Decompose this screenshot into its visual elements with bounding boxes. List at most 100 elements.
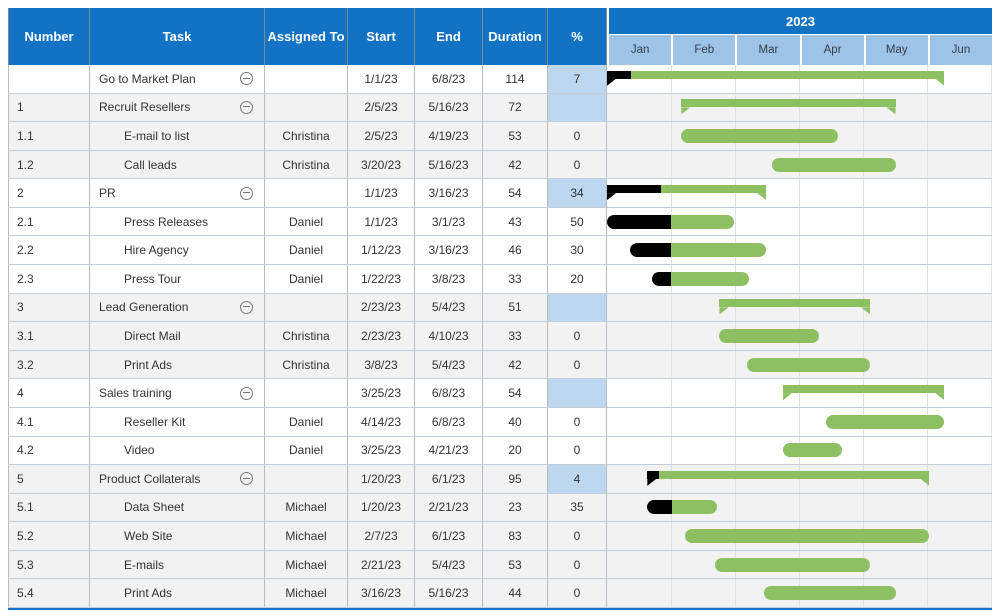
duration-cell[interactable]: 83 — [483, 522, 548, 550]
start-date-cell[interactable]: 1/20/23 — [348, 465, 415, 493]
percent-complete-cell[interactable]: 0 — [548, 436, 607, 465]
task-cell[interactable]: E-mails — [90, 550, 265, 579]
gantt-task-bar[interactable] — [685, 529, 930, 544]
end-date-cell[interactable]: 4/10/23 — [415, 322, 483, 350]
gantt-task-bar[interactable] — [825, 414, 945, 429]
gantt-summary-bar[interactable] — [607, 185, 767, 201]
collapse-minus-icon[interactable] — [240, 72, 253, 86]
assigned-to-cell[interactable]: Christina — [265, 322, 348, 350]
gantt-task-bar[interactable] — [607, 214, 735, 229]
percent-complete-cell[interactable]: 0 — [548, 350, 607, 379]
task-cell[interactable]: Press Tour — [90, 265, 265, 293]
number-cell[interactable]: 4.2 — [8, 436, 90, 465]
gantt-task-bar[interactable] — [630, 243, 767, 258]
start-date-cell[interactable]: 2/23/23 — [348, 293, 415, 322]
gantt-summary-bar[interactable] — [647, 470, 930, 486]
number-cell[interactable]: 2.2 — [8, 236, 90, 265]
percent-complete-cell[interactable]: 50 — [548, 207, 607, 236]
assigned-to-cell[interactable]: Christina — [265, 122, 348, 150]
assigned-to-cell[interactable] — [265, 465, 348, 493]
task-cell[interactable]: Go to Market Plan — [90, 65, 265, 93]
duration-cell[interactable]: 54 — [483, 379, 548, 407]
number-cell[interactable]: 5.4 — [8, 579, 90, 607]
percent-complete-cell[interactable]: 0 — [548, 322, 607, 350]
collapse-minus-icon[interactable] — [240, 386, 253, 400]
start-date-cell[interactable]: 1/20/23 — [348, 493, 415, 522]
number-cell[interactable]: 3.2 — [8, 350, 90, 379]
start-date-cell[interactable]: 2/5/23 — [348, 93, 415, 122]
assigned-to-cell[interactable] — [265, 379, 348, 407]
task-cell[interactable]: Reseller Kit — [90, 407, 265, 436]
percent-complete-cell[interactable] — [548, 93, 607, 122]
duration-cell[interactable]: 23 — [483, 493, 548, 522]
number-cell[interactable]: 3 — [8, 293, 90, 322]
end-date-cell[interactable]: 4/19/23 — [415, 122, 483, 150]
percent-complete-cell[interactable]: 4 — [548, 465, 607, 493]
percent-complete-cell[interactable] — [548, 379, 607, 407]
end-date-cell[interactable]: 4/21/23 — [415, 436, 483, 465]
percent-complete-cell[interactable]: 0 — [548, 407, 607, 436]
task-cell[interactable]: Direct Mail — [90, 322, 265, 350]
assigned-to-cell[interactable]: Daniel — [265, 236, 348, 265]
assigned-to-cell[interactable]: Christina — [265, 350, 348, 379]
start-date-cell[interactable]: 2/23/23 — [348, 322, 415, 350]
start-date-cell[interactable]: 1/1/23 — [348, 207, 415, 236]
start-date-cell[interactable]: 3/8/23 — [348, 350, 415, 379]
percent-complete-cell[interactable]: 30 — [548, 236, 607, 265]
percent-complete-cell[interactable]: 34 — [548, 179, 607, 207]
gantt-task-bar[interactable] — [651, 271, 750, 286]
duration-cell[interactable]: 114 — [483, 65, 548, 93]
start-date-cell[interactable]: 3/20/23 — [348, 150, 415, 179]
end-date-cell[interactable]: 6/8/23 — [415, 65, 483, 93]
gantt-task-bar[interactable] — [715, 557, 871, 572]
task-cell[interactable]: E-mail to list — [90, 122, 265, 150]
end-date-cell[interactable]: 6/8/23 — [415, 379, 483, 407]
percent-complete-cell[interactable]: 0 — [548, 550, 607, 579]
task-cell[interactable]: Print Ads — [90, 350, 265, 379]
number-cell[interactable]: 5.2 — [8, 522, 90, 550]
end-date-cell[interactable]: 5/16/23 — [415, 150, 483, 179]
assigned-to-cell[interactable] — [265, 65, 348, 93]
assigned-to-cell[interactable]: Michael — [265, 522, 348, 550]
start-date-cell[interactable]: 1/22/23 — [348, 265, 415, 293]
task-cell[interactable]: PR — [90, 179, 265, 207]
number-cell[interactable]: 2.3 — [8, 265, 90, 293]
duration-cell[interactable]: 33 — [483, 322, 548, 350]
collapse-minus-icon[interactable] — [240, 472, 253, 486]
number-cell[interactable]: 5.1 — [8, 493, 90, 522]
start-date-cell[interactable]: 2/21/23 — [348, 550, 415, 579]
assigned-to-cell[interactable] — [265, 293, 348, 322]
collapse-minus-icon[interactable] — [240, 186, 253, 200]
task-cell[interactable]: Video — [90, 436, 265, 465]
percent-complete-cell[interactable]: 0 — [548, 122, 607, 150]
duration-cell[interactable]: 46 — [483, 236, 548, 265]
duration-cell[interactable]: 53 — [483, 550, 548, 579]
number-cell[interactable]: 4 — [8, 379, 90, 407]
task-cell[interactable]: Sales training — [90, 379, 265, 407]
number-cell[interactable]: 1 — [8, 93, 90, 122]
percent-complete-cell[interactable]: 20 — [548, 265, 607, 293]
number-cell[interactable] — [8, 65, 90, 93]
task-cell[interactable]: Web Site — [90, 522, 265, 550]
end-date-cell[interactable]: 3/16/23 — [415, 179, 483, 207]
task-cell[interactable]: Data Sheet — [90, 493, 265, 522]
number-cell[interactable]: 5.3 — [8, 550, 90, 579]
gantt-task-bar[interactable] — [772, 157, 896, 172]
duration-cell[interactable]: 44 — [483, 579, 548, 607]
end-date-cell[interactable]: 3/16/23 — [415, 236, 483, 265]
number-cell[interactable]: 2 — [8, 179, 90, 207]
task-cell[interactable]: Product Collaterals — [90, 465, 265, 493]
collapse-minus-icon[interactable] — [240, 300, 253, 314]
duration-cell[interactable]: 42 — [483, 150, 548, 179]
percent-complete-cell[interactable]: 7 — [548, 65, 607, 93]
number-cell[interactable]: 1.2 — [8, 150, 90, 179]
duration-cell[interactable]: 20 — [483, 436, 548, 465]
end-date-cell[interactable]: 2/21/23 — [415, 493, 483, 522]
gantt-task-bar[interactable] — [747, 357, 871, 372]
percent-complete-cell[interactable]: 0 — [548, 150, 607, 179]
end-date-cell[interactable]: 5/16/23 — [415, 579, 483, 607]
task-cell[interactable]: Hire Agency — [90, 236, 265, 265]
end-date-cell[interactable]: 3/8/23 — [415, 265, 483, 293]
gantt-task-bar[interactable] — [647, 500, 718, 515]
task-cell[interactable]: Print Ads — [90, 579, 265, 607]
